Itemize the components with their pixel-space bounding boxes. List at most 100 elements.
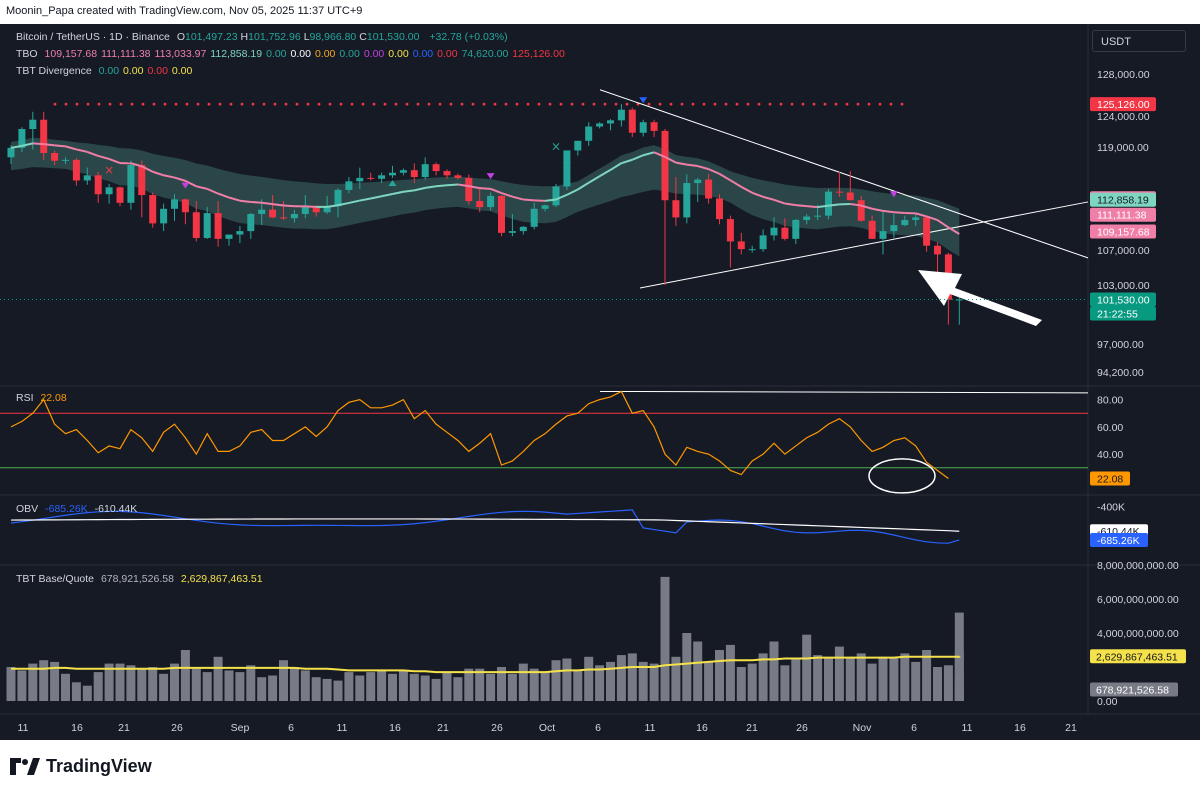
candle: [596, 123, 604, 127]
candle: [792, 219, 800, 239]
tbo-line: [10, 144, 23, 149]
volume-ma-line: [11, 655, 961, 674]
tbo-line: [675, 161, 687, 166]
volume-bar: [856, 653, 866, 701]
divergence-value: 0.00: [147, 65, 168, 77]
tbo-line: [283, 204, 295, 208]
candle: [585, 126, 593, 141]
tbo-line: [893, 211, 905, 214]
resistance-dot: [251, 102, 255, 106]
volume-bar: [170, 663, 179, 701]
ohlc-value: 98,966.80: [309, 31, 357, 43]
resistance-dot: [867, 102, 871, 106]
volume-legend: TBT Base/Quote 678,921,526.58 2,629,867,…: [16, 573, 267, 585]
volume-bar: [943, 665, 953, 701]
resistance-dot: [64, 102, 68, 106]
chart-panel[interactable]: × × × 128,000.00 124,000.00 119,000.00 107,000…: [0, 24, 1200, 740]
time-tick-label: 21: [746, 722, 758, 734]
candle: [138, 165, 146, 196]
tbo-line: [32, 142, 44, 146]
volume-tick-label: 8,000,000,000.00: [1097, 560, 1179, 572]
candle: [923, 217, 931, 246]
candle: [51, 153, 59, 161]
resistance-dot: [339, 102, 343, 106]
candle: [901, 219, 909, 226]
annotation-circle: [868, 458, 936, 494]
tbo-line: [773, 198, 786, 205]
resistance-dot: [515, 102, 519, 106]
tbo-line: [381, 193, 393, 198]
candle: [879, 231, 887, 239]
ohlc-o: O101,497.23: [177, 31, 238, 43]
candle: [7, 147, 15, 158]
time-tick-label: 6: [911, 722, 917, 734]
candle: [105, 187, 113, 195]
price-label-box: [1090, 224, 1156, 239]
tradingview-logo[interactable]: TradingView: [10, 756, 152, 777]
tbo-line: [609, 162, 622, 171]
resistance-dot: [691, 102, 695, 106]
ohlc-key: C: [359, 31, 367, 43]
obv-line: [10, 509, 960, 544]
tbo-line: [653, 151, 666, 158]
volume-tick-label: 0.00: [1097, 696, 1118, 708]
volume-bar: [104, 663, 114, 701]
tbo-line: [588, 175, 601, 184]
rsi-line: [10, 390, 949, 480]
tbo-line: [947, 226, 960, 235]
resistance-dot: [845, 102, 849, 106]
tbo-line: [882, 209, 895, 214]
price-label-box: [1090, 292, 1156, 307]
resistance-dot: [713, 102, 717, 106]
volume-tick-label: 6,000,000,000.00: [1097, 594, 1179, 606]
obv-legend: OBV -685.26K -610.44K: [16, 503, 141, 515]
resistance-dot: [295, 102, 299, 106]
resistance-dot: [504, 102, 508, 106]
volume-bar: [878, 656, 888, 701]
rsi-legend: RSI 22.08: [16, 392, 71, 404]
volume-bar: [834, 646, 844, 701]
candle: [334, 189, 342, 207]
resistance-dot: [53, 102, 57, 106]
resistance-dot: [273, 102, 277, 106]
candle: [269, 209, 277, 218]
rsi-label: RSI: [16, 392, 34, 404]
volume-bar: [671, 656, 681, 701]
candle: [72, 159, 80, 181]
tbo-line: [555, 193, 568, 201]
volume-bar: [573, 670, 583, 701]
resistance-dot: [812, 102, 816, 106]
time-tick-label: 11: [645, 722, 656, 734]
volume-bar: [442, 672, 452, 701]
resistance-dot: [196, 102, 200, 106]
candle: [312, 207, 320, 213]
resistance-dot: [427, 102, 431, 106]
volume-bar: [50, 661, 60, 701]
tbo-line: [43, 143, 55, 147]
symbol-name: Bitcoin / TetherUS · 1D · Binance: [16, 31, 170, 43]
tbo-line: [871, 207, 884, 212]
volume-bar: [464, 668, 474, 701]
time-tick-label: Nov: [853, 722, 872, 734]
price-label: 125,126.00: [1097, 99, 1150, 111]
volume-bar: [627, 653, 637, 701]
ohlc-key: L: [303, 31, 310, 43]
volume-bar: [344, 672, 354, 701]
tbo-line: [577, 181, 590, 191]
candle: [203, 213, 211, 238]
candle: [552, 186, 560, 206]
price-tick-label: 94,200.00: [1097, 367, 1144, 379]
rsi-value-box: [1090, 471, 1130, 486]
chart-canvas[interactable]: × × × 128,000.00 124,000.00 119,000.00 107,000…: [0, 24, 1200, 740]
tbo-line: [490, 187, 502, 194]
ohlc-h: H101,752.96: [241, 31, 301, 43]
sell-cross-marker: ×: [725, 229, 735, 243]
volume-bar: [300, 670, 310, 701]
volume-bar: [268, 675, 278, 701]
candle: [650, 122, 658, 131]
candle: [607, 120, 614, 124]
currency-button[interactable]: USDT: [1092, 30, 1186, 52]
time-tick-label: 11: [962, 722, 973, 734]
volume-bar: [954, 689, 964, 701]
